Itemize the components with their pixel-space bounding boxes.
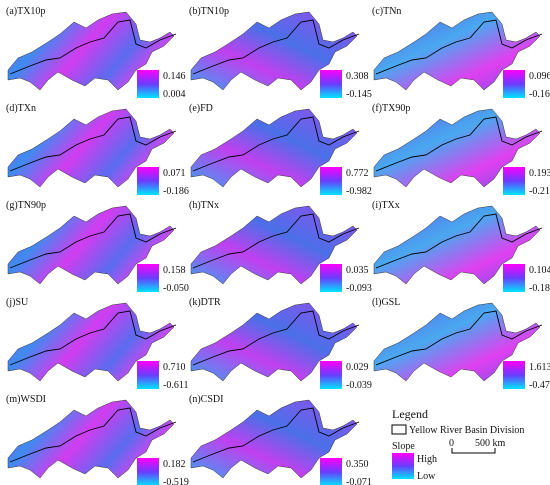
colorbar-high: 0.104 — [529, 265, 550, 276]
map-panel: (e)FD 0.772 -0.982 — [189, 103, 372, 197]
scale-zero: 0 — [449, 438, 454, 449]
panel-label: (a)TX10p — [6, 6, 45, 17]
colorbar-high: 0.308 — [346, 71, 369, 82]
colorbar-high: 0.710 — [163, 362, 186, 373]
panels: (a)TX10p0.1460.004(b)TN10p0.308-0.145(c)… — [6, 6, 550, 485]
map-panel: (i)TXx 0.104 -0.185 — [372, 200, 550, 294]
colorbar — [320, 167, 342, 195]
panel-label: (b)TN10p — [189, 6, 229, 17]
river-line — [375, 19, 543, 75]
river-line — [375, 213, 543, 269]
colorbar — [503, 361, 525, 389]
map-panel: (c)TNn 0.096 -0.169 — [372, 6, 550, 100]
panel-label: (f)TX90p — [372, 103, 410, 114]
colorbar-high: 1.613 — [529, 362, 550, 373]
colorbar-high: 0.193 — [529, 168, 550, 179]
colorbar-low: -0.185 — [529, 283, 550, 294]
map-panel: (b)TN10p 0.308 -0.145 — [189, 6, 372, 100]
river-line — [9, 116, 177, 172]
colorbar-high: 0.146 — [163, 71, 186, 82]
colorbar — [503, 264, 525, 292]
map-panel: (f)TX90p 0.193 -0.219 — [372, 103, 550, 197]
panel-label: (m)WSDI — [6, 394, 46, 405]
colorbar — [320, 70, 342, 98]
colorbar-high: 0.182 — [163, 459, 186, 470]
panel-label: (c)TNn — [372, 6, 401, 17]
colorbar-low: -0.186 — [163, 186, 189, 197]
colorbar — [320, 458, 342, 485]
panel-label: (g)TN90p — [6, 200, 46, 211]
colorbar-high: 0.071 — [163, 168, 186, 179]
colorbar — [137, 167, 159, 195]
map-panel: (g)TN90p 0.158 -0.050 — [6, 200, 189, 294]
scale-distance: 500 km — [475, 438, 506, 449]
panel-label: (k)DTR — [189, 297, 221, 308]
colorbar-low: -0.071 — [346, 477, 372, 485]
colorbar — [137, 458, 159, 485]
legend-title: Legend — [392, 407, 428, 421]
river-line — [9, 19, 177, 75]
colorbar-low: -0.093 — [346, 283, 372, 294]
map-panel: (a)TX10p 0.146 0.004 — [6, 6, 186, 100]
colorbar-high: 0.158 — [163, 265, 186, 276]
legend-division: Yellow River Basin Division — [409, 425, 524, 436]
map-panel: (d)TXn 0.071 -0.186 — [6, 103, 189, 197]
panel-label: (n)CSDI — [189, 394, 223, 405]
colorbar-high: 0.029 — [346, 362, 369, 373]
river-line — [375, 310, 543, 366]
division-swatch — [391, 424, 407, 435]
river-line — [192, 213, 360, 269]
river-line — [9, 213, 177, 269]
scale-bar — [451, 448, 496, 454]
map-panel: (n)CSDI 0.350 -0.071 — [189, 394, 372, 485]
river-line — [192, 116, 360, 172]
colorbar — [320, 361, 342, 389]
panel-label: (l)GSL — [372, 297, 400, 308]
panel-label: (i)TXx — [372, 200, 400, 211]
colorbar-low: -0.039 — [346, 380, 372, 391]
river-line — [375, 116, 543, 172]
map-panel: (k)DTR 0.029 -0.039 — [189, 297, 372, 391]
river-line — [9, 310, 177, 366]
map-panel: (m)WSDI 0.182 -0.519 — [6, 394, 189, 485]
river-line — [192, 19, 360, 75]
map-panel: (j)SU 0.710 -0.611 — [6, 297, 188, 391]
map-panel: (l)GSL 1.613 -0.477 — [372, 297, 550, 391]
panel-label: (h)TNx — [189, 200, 219, 211]
colorbar — [137, 264, 159, 292]
colorbar-high: 0.350 — [346, 459, 369, 470]
river-line — [192, 310, 360, 366]
colorbar-low: -0.519 — [163, 477, 189, 485]
slope-colorbar — [392, 453, 414, 479]
colorbar — [503, 70, 525, 98]
river-line — [9, 407, 177, 463]
colorbar-high: 0.035 — [346, 265, 369, 276]
colorbar-low: -0.477 — [529, 380, 550, 391]
colorbar-low: -0.611 — [163, 380, 188, 391]
colorbar-low: -0.050 — [163, 283, 189, 294]
legend: Legend Yellow River Basin Division Slope… — [391, 407, 524, 482]
legend-low: Low — [417, 471, 436, 482]
colorbar-high: 0.096 — [529, 71, 550, 82]
colorbar — [503, 167, 525, 195]
colorbar-high: 0.772 — [346, 168, 369, 179]
colorbar-low: -0.982 — [346, 186, 372, 197]
colorbar-low: -0.169 — [529, 89, 550, 100]
legend-high: High — [417, 454, 437, 465]
panel-label: (j)SU — [6, 297, 29, 308]
colorbar-low: -0.145 — [346, 89, 372, 100]
map-panel: (h)TNx 0.035 -0.093 — [189, 200, 372, 294]
colorbar-low: 0.004 — [163, 89, 186, 100]
colorbar-low: -0.219 — [529, 186, 550, 197]
panel-label: (e)FD — [189, 103, 213, 114]
colorbar — [137, 70, 159, 98]
river-line — [192, 407, 360, 463]
panel-label: (d)TXn — [6, 103, 36, 114]
colorbar — [137, 361, 159, 389]
legend-slope: Slope — [392, 441, 415, 452]
colorbar — [320, 264, 342, 292]
